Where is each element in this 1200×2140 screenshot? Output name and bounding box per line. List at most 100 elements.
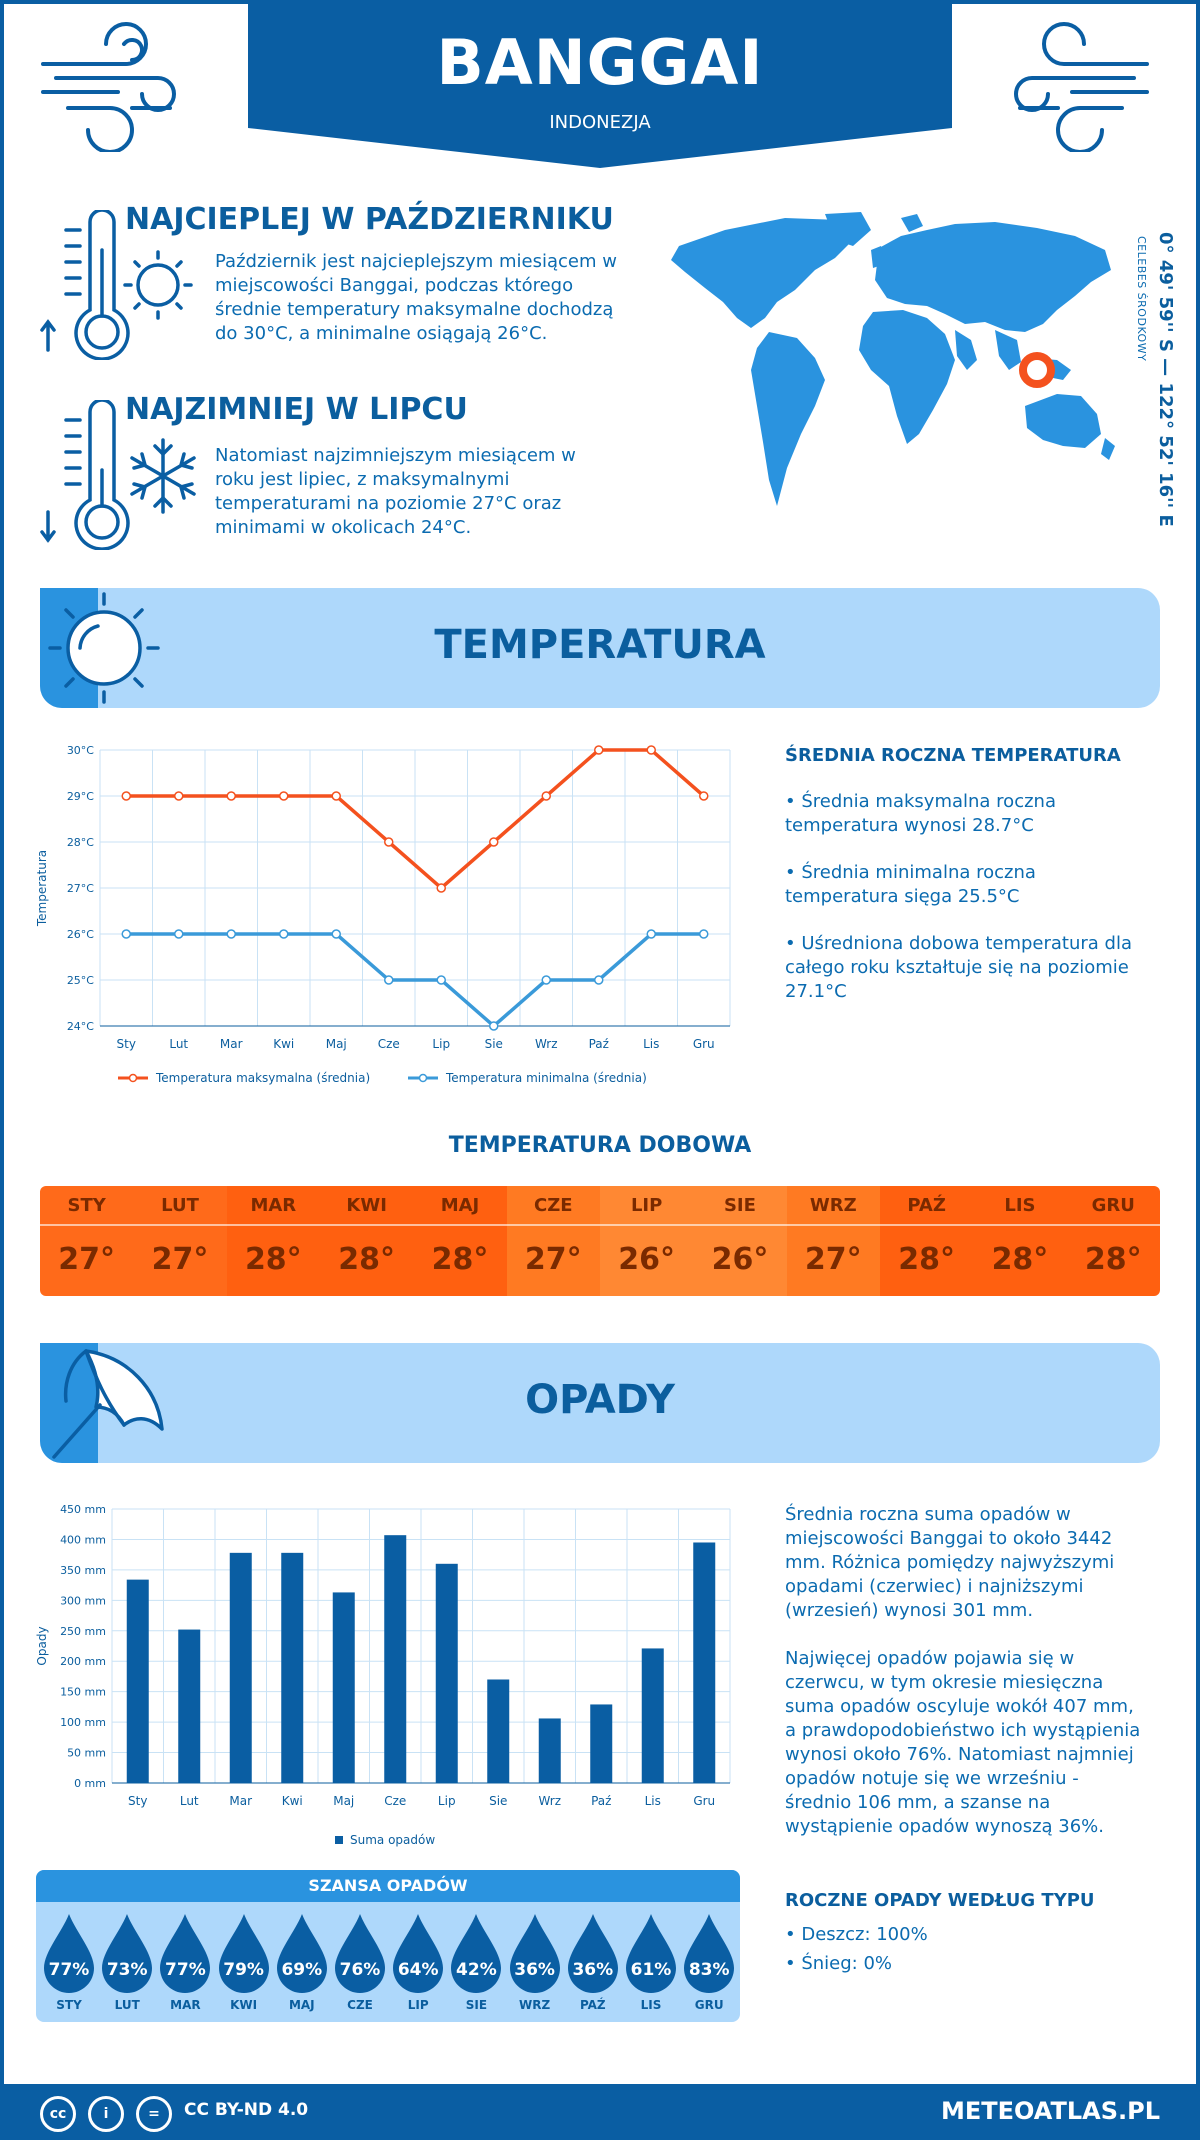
temperature-section-title: TEMPERATURA <box>434 622 766 668</box>
daily-temperature-value: 26° <box>711 1242 769 1277</box>
x-tick-label: Lip <box>432 1037 450 1051</box>
daily-month-label: SIE <box>693 1186 787 1226</box>
data-point <box>174 929 184 939</box>
precipitation-bar <box>487 1679 510 1783</box>
daily-temperature-value: 27° <box>804 1242 862 1277</box>
hot-text: Październik jest najcieplejszym miesiące… <box>215 251 617 344</box>
rain-chance-drop: 36% PAŹ <box>564 1912 622 2016</box>
x-tick-label: Sie <box>485 1037 503 1051</box>
license-label[interactable]: CC BY-ND 4.0 <box>184 2100 309 2120</box>
rain-chance-month: LIP <box>407 1998 429 2012</box>
precipitation-chart: 0 mm 50 mm 100 mm 150 mm 200 mm 250 mm 300 mm 3… <box>35 1503 731 1847</box>
y-axis-label: Temperatura <box>35 850 49 927</box>
region-label: CELEBES ŚRODKOWY <box>1135 236 1148 362</box>
cold-title: NAJZIMNIEJ W LIPCU <box>125 392 468 427</box>
x-tick-label: Sty <box>128 1794 147 1808</box>
precipitation-summary: Średnia roczna suma opadów w miejscowośc… <box>785 1504 1115 1621</box>
footer: cc i = CC BY-ND 4.0 METEOATLAS.PL <box>0 2084 1200 2140</box>
section-bar-corner <box>40 1343 98 1463</box>
precipitation-bar <box>538 1718 561 1783</box>
precipitation-section-title: OPADY <box>525 1377 675 1423</box>
rain-chance-drop: 77% MAR <box>156 1912 214 2016</box>
precipitation-bar <box>435 1563 458 1783</box>
rain-chance-month: WRZ <box>519 1998 551 2012</box>
y-tick-label: 100 mm <box>60 1716 106 1729</box>
rain-chance-drop: 77% STY <box>40 1912 98 2016</box>
temperature-bullet: • Średnia maksymalna roczna temperatura … <box>785 791 1056 836</box>
legend-label: Suma opadów <box>350 1833 435 1847</box>
x-tick-label: Sie <box>489 1794 507 1808</box>
temperature-chart: 24°C 25°C 26°C 27°C 28°C 29°C 30°C Sty Lut Mar Kwi… <box>35 744 731 1085</box>
data-point <box>594 745 604 755</box>
data-point <box>541 975 551 985</box>
x-tick-label: Gru <box>693 1794 715 1808</box>
y-tick-label: 200 mm <box>60 1655 106 1668</box>
rain-chance-value: 77% <box>48 1960 90 1980</box>
city-title: BANGGAI <box>436 26 764 99</box>
x-tick-label: Kwi <box>282 1794 303 1808</box>
temperature-bullet: • Uśredniona dobowa temperatura dla całe… <box>785 933 1133 1002</box>
precipitation-section-bar <box>40 1343 1160 1463</box>
attribution-icon[interactable]: i <box>88 2096 124 2132</box>
site-link[interactable]: METEOATLAS.PL <box>940 2097 1160 2125</box>
precipitation-type-rain: • Deszcz: 100% <box>785 1924 928 1945</box>
no-derivatives-icon[interactable]: = <box>136 2096 172 2132</box>
rain-chance-value: 36% <box>514 1960 555 1980</box>
rain-chance-drop: 83% GRU <box>680 1912 738 2016</box>
data-point <box>384 975 394 985</box>
data-point <box>594 975 604 985</box>
x-tick-label: Mar <box>229 1794 252 1808</box>
daily-temperature-value: 27° <box>151 1242 209 1277</box>
daily-month-label: STY <box>40 1186 134 1226</box>
y-tick-label: 0 mm <box>74 1777 106 1790</box>
precipitation-detail: Najwięcej opadów pojawia się w czerwcu, … <box>785 1648 1141 1837</box>
data-point <box>489 837 499 847</box>
precipitation-bar <box>126 1579 149 1783</box>
daily-month-label: LIS <box>973 1186 1067 1226</box>
daily-month-label: PAŹ <box>879 1186 974 1226</box>
daily-temperature-table: STY 27° LUT 27° MAR 28° KWI 28° MAJ 28° CZE 27° LIP 2… <box>40 1186 1160 1296</box>
daily-temperature-value: 28° <box>431 1242 489 1277</box>
x-tick-label: Cze <box>378 1037 400 1051</box>
rain-chance-value: 79% <box>223 1960 264 1980</box>
data-point <box>436 883 446 893</box>
y-tick-label: 28°C <box>67 836 94 849</box>
rain-chance-month: PAŹ <box>579 1998 606 2012</box>
daily-temperature-column: SIE 26° <box>693 1186 787 1296</box>
rain-chance-drop: 64% LIP <box>389 1912 447 2016</box>
rain-chance-month: CZE <box>347 1998 373 2012</box>
sun-icon <box>48 592 160 704</box>
coordinates: 0° 49' 59'' S — 122° 52' 16'' E <box>1155 232 1176 527</box>
header-banner <box>248 0 952 168</box>
x-tick-label: Lut <box>169 1037 188 1051</box>
daily-temperature-value: 27° <box>524 1242 582 1277</box>
data-point <box>279 929 289 939</box>
x-tick-label: Lip <box>438 1794 456 1808</box>
y-tick-label: 29°C <box>67 790 94 803</box>
legend-marker <box>418 1073 428 1083</box>
wind-icon <box>41 22 176 152</box>
x-tick-label: Mar <box>220 1037 243 1051</box>
data-point <box>121 791 131 801</box>
y-tick-label: 400 mm <box>60 1533 106 1546</box>
daily-temperature-column: LIP 26° <box>599 1186 694 1296</box>
rain-chance-month: KWI <box>230 1998 258 2012</box>
daily-temperature-value: 28° <box>991 1242 1049 1277</box>
data-point <box>331 929 341 939</box>
rain-chance-drop: 76% CZE <box>331 1912 389 2016</box>
drop-icon <box>626 1914 676 1993</box>
data-point <box>331 791 341 801</box>
y-tick-label: 150 mm <box>60 1686 106 1699</box>
daily-month-label: MAJ <box>413 1186 507 1226</box>
location-marker-icon <box>1019 352 1055 388</box>
daily-temperature-column: LUT 27° <box>133 1186 227 1296</box>
rain-chance-month: MAR <box>170 1998 201 2012</box>
data-point <box>699 929 709 939</box>
data-point <box>699 791 709 801</box>
cc-icon[interactable]: cc <box>40 2096 76 2132</box>
drop-icon <box>218 1914 269 1993</box>
rain-chance-value: 77% <box>165 1960 206 1980</box>
daily-month-label: MAR <box>226 1186 320 1226</box>
daily-temperature-column: MAR 28° <box>226 1186 320 1296</box>
daily-month-label: WRZ <box>786 1186 880 1226</box>
